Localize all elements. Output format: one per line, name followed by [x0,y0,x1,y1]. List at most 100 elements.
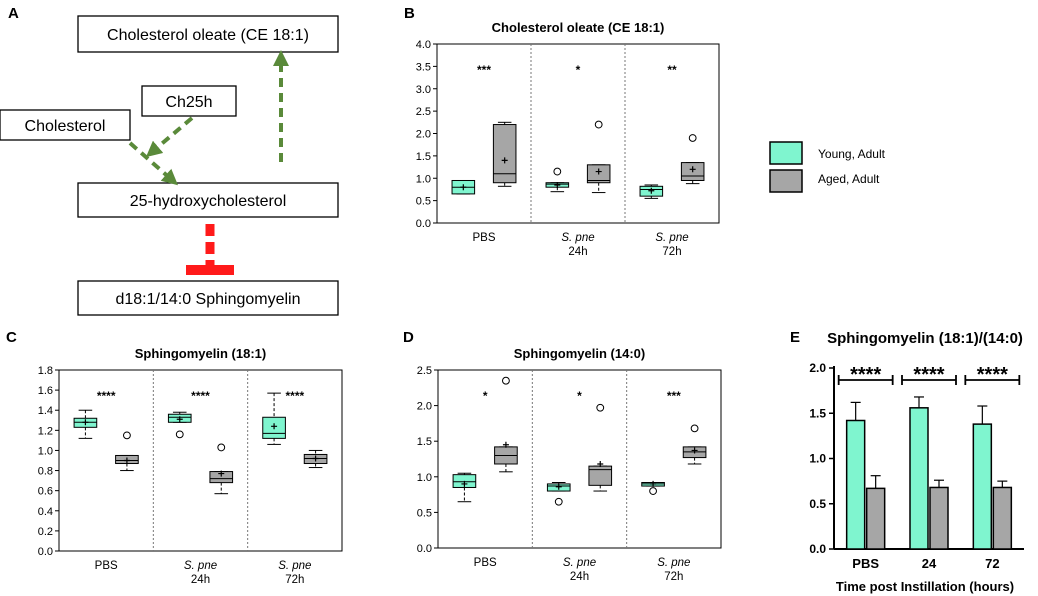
significance-marker: **** [285,389,304,403]
mean-marker [597,460,604,467]
significance-bracket [837,375,894,385]
outlier-point [123,431,131,440]
y-tick-label: 0.5 [809,497,826,511]
mean-marker [271,423,278,430]
plot-frame [58,369,343,552]
bar-young [909,407,929,550]
significance-marker: * [483,389,488,403]
legend-aged-label: Aged, Adult [818,172,880,186]
panel-label-a: A [8,5,19,22]
outlier-point [217,443,226,452]
chart-title: Sphingomyelin (18:1)/(14:0) [827,330,1023,347]
box-25-hydroxycholesterol [77,182,339,218]
x-axis-title: Time post Instillation (hours) [836,579,1014,594]
x-group-label: S. pne [561,232,594,244]
x-group-label: S. pne [278,560,311,572]
mean-marker [312,455,319,462]
mean-marker [554,181,561,188]
y-tick-label: 1.5 [417,436,432,448]
outlier-point [502,376,510,385]
y-tick-label: 0.5 [416,196,431,208]
label-cholesterol: Cholesterol [25,118,106,135]
y-tick-label: 2.5 [417,365,432,377]
legend-aged-swatch [769,169,803,193]
y-tick-label: 1.6 [38,385,53,397]
mean-marker [460,184,467,191]
significance-bracket [964,375,1021,385]
x-group-sublabel: 24h [570,571,589,583]
outlier-point [596,403,605,412]
box-cholesterol [0,109,131,141]
y-tick-label: 3.5 [416,61,431,73]
y-tick-label: 1.0 [417,472,432,484]
x-group-sublabel: 72h [664,571,683,583]
x-category-label: 24 [922,556,937,571]
y-tick-label: 0.0 [416,218,431,230]
y-tick-label: 0.5 [417,507,432,519]
box-cholesterol-oleate [77,15,339,53]
mean-marker [82,419,89,426]
outlier-point [688,134,697,142]
outlier-point [175,430,184,439]
significance-marker: * [576,63,581,77]
mean-marker [218,470,225,477]
chart-sphingomyelin-14-0: Sphingomyelin (14:0) 0.0 0.5 1.0 1.5 2.0 2.5 PB… [417,346,722,583]
y-tick-label: 1.8 [38,365,53,377]
mean-marker [648,187,655,194]
chart-sphingomyelin-ratio: Sphingomyelin (18:1)/(14:0) 0.0 0.5 1.0 1.5 2… [809,330,1024,594]
x-group-label: S. pne [657,557,690,569]
label-cholesterol-oleate: Cholesterol oleate (CE 18:1) [107,27,309,44]
mean-marker [123,457,130,464]
y-tick-label: 1.2 [38,425,53,437]
arrow-ch25h-catalysis [145,116,194,158]
legend-young-swatch [769,141,803,165]
mean-marker [689,166,696,173]
x-group-label: S. pne [655,232,688,244]
y-tick-label: 0.2 [38,526,53,538]
outlier-point [649,487,657,495]
y-tick-label: 0.0 [809,542,826,556]
x-group-label: PBS [95,560,118,572]
y-tick-label: 2.0 [416,129,431,141]
bar-aged [865,487,886,550]
x-group-sublabel: 24h [191,574,210,586]
significance-marker: **** [97,389,116,403]
significance-marker: **** [850,364,881,386]
box-aged [492,124,517,184]
plot-frame [437,369,722,549]
legend-young-label: Young, Adult [818,147,886,161]
label-sphingomyelin: d18:1/14:0 Sphingomyelin [115,291,300,308]
y-tick-label: 1.4 [38,405,53,417]
significance-marker: *** [667,389,681,403]
bar-young [972,423,993,550]
box-ch25h [141,85,237,117]
mean-marker [650,480,657,487]
significance-marker: *** [477,63,491,77]
y-tick-label: 2.5 [416,106,431,118]
y-tick-label: 1.0 [416,173,431,185]
significance-marker: * [577,389,582,403]
outlier-point [594,120,603,129]
y-tick-label: 1.0 [809,452,826,466]
chart-title: Cholesterol oleate (CE 18:1) [492,20,665,35]
x-group-label: S. pne [184,560,217,572]
y-tick-label: 0.8 [38,466,53,478]
y-tick-label: 4.0 [416,39,431,51]
y-tick-label: 1.0 [38,445,53,457]
panel-label-b: B [404,5,415,22]
mean-marker [461,480,468,487]
chart-title: Sphingomyelin (14:0) [514,346,645,361]
x-category-label: PBS [852,556,879,571]
y-tick-label: 2.0 [809,361,826,375]
y-tick-label: 0.4 [38,506,53,518]
box-sphingomyelin [77,280,339,316]
significance-marker: ** [667,63,677,77]
y-tick-label: 2.0 [417,401,432,413]
x-group-label: PBS [472,232,495,244]
outlier-point [553,167,562,176]
significance-marker: **** [913,364,944,386]
outlier-point [690,424,699,433]
box-aged [588,465,613,486]
label-ch25h: Ch25h [165,94,212,111]
